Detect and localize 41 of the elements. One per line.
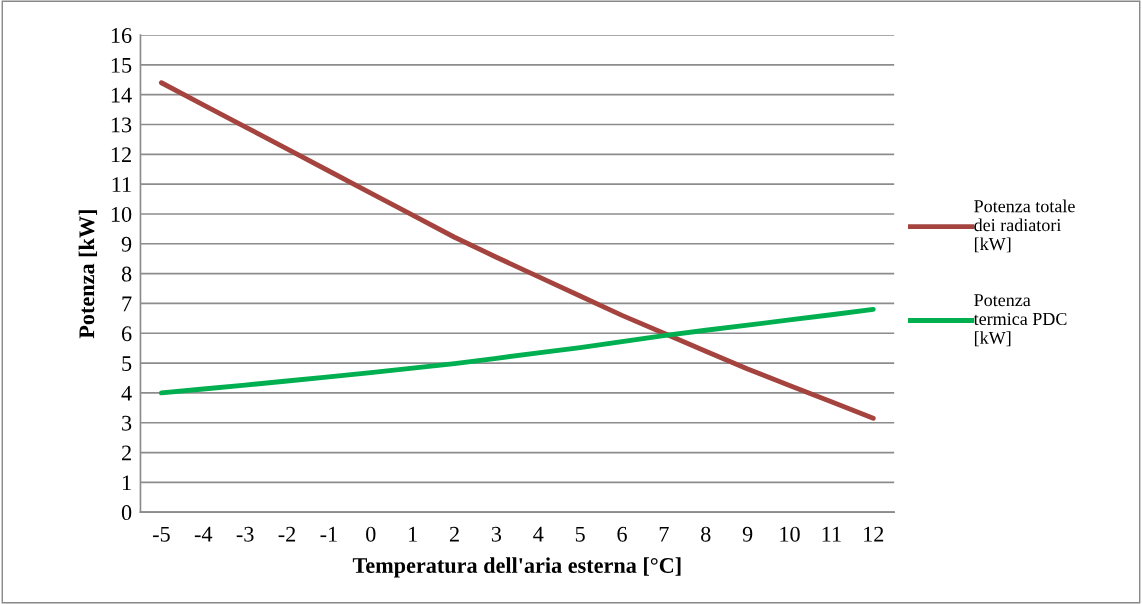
x-tick-label: -5 bbox=[152, 526, 170, 542]
x-tick-label: 12 bbox=[864, 526, 884, 542]
x-tick-label: 2 bbox=[449, 526, 459, 542]
x-tick-label: 11 bbox=[822, 526, 841, 542]
y-tick-label: 10 bbox=[111, 206, 132, 222]
y-tick-label: 7 bbox=[122, 296, 132, 312]
line-series bbox=[158, 80, 876, 421]
x-tick-label: -2 bbox=[278, 526, 296, 542]
legend-label: Potenza totale dei radiatori [kW] bbox=[974, 199, 1075, 253]
y-tick-label: 15 bbox=[111, 57, 132, 73]
x-tick-label: -1 bbox=[320, 526, 337, 542]
legend-label: Potenza termica PDC [kW] bbox=[973, 294, 1067, 347]
y-tick-label: 14 bbox=[111, 87, 132, 103]
x-tick-label: -3 bbox=[236, 526, 254, 542]
y-tick-label: 3 bbox=[122, 415, 132, 431]
y-tick-label: 16 bbox=[111, 28, 132, 43]
y-tick-label: 4 bbox=[121, 385, 132, 401]
x-tick-label: 1 bbox=[409, 526, 417, 542]
y-tick-label: 0 bbox=[121, 505, 132, 521]
x-tick-label: 7 bbox=[659, 526, 669, 542]
y-tick-label: 5 bbox=[122, 356, 132, 372]
line-series bbox=[158, 306, 876, 396]
x-tick-label: 4 bbox=[533, 526, 544, 542]
x-tick-label: 0 bbox=[366, 526, 376, 542]
y-tick-label: 1 bbox=[122, 475, 131, 491]
x-tick-label: 8 bbox=[701, 526, 711, 542]
x-tick-label: 10 bbox=[780, 526, 800, 542]
y-tick-label: 12 bbox=[111, 147, 131, 163]
x-tick-label: 3 bbox=[491, 526, 502, 542]
y-tick-label: 9 bbox=[121, 236, 132, 252]
x-axis-title: Temperatura dell'aria esterna [°C] bbox=[352, 557, 681, 578]
y-tick-label: 2 bbox=[122, 445, 131, 461]
y-tick-label: 6 bbox=[121, 326, 132, 342]
x-tick-label: 6 bbox=[617, 526, 627, 542]
x-tick-label: 9 bbox=[742, 526, 753, 542]
y-tick-label: 11 bbox=[112, 177, 131, 192]
y-tick-label: 13 bbox=[111, 117, 132, 133]
y-axis-title: Potenza [kW] bbox=[78, 210, 98, 339]
x-tick-label: -4 bbox=[194, 526, 213, 542]
x-tick-label: 5 bbox=[575, 526, 585, 542]
y-tick-label: 8 bbox=[121, 266, 132, 282]
